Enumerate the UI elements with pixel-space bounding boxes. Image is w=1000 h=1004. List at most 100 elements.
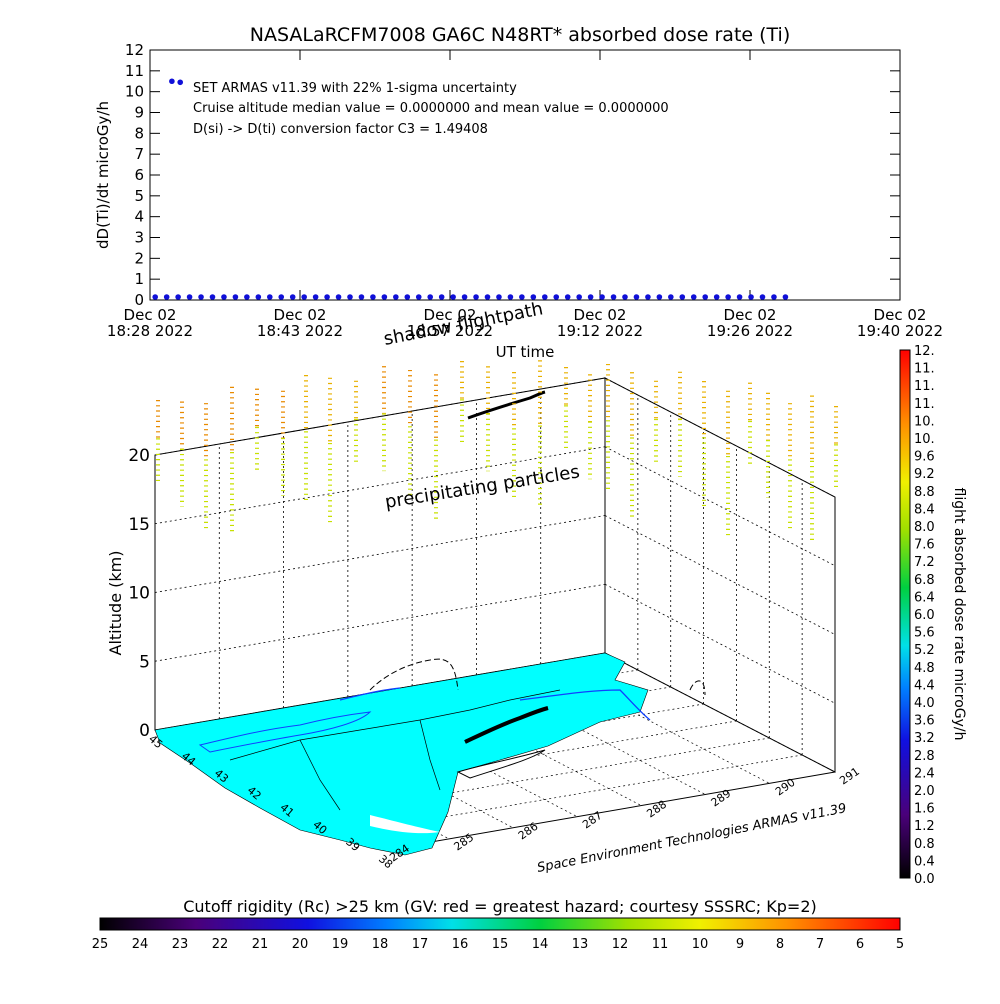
x-tick-time: 18:28 2022	[107, 322, 193, 340]
dose-colorbar-tick: 3.6	[914, 714, 935, 729]
dose-rate-point	[335, 294, 342, 300]
chesapeake-coast	[370, 815, 440, 834]
land-mass	[154, 652, 649, 856]
rigidity-colorbar-tick: 24	[132, 937, 149, 952]
dose-rate-point	[610, 294, 617, 300]
rigidity-colorbar-tick: 13	[572, 937, 589, 952]
dose-colorbar-tick: 4.8	[914, 661, 935, 676]
dashed-boundary	[369, 658, 706, 696]
dose-rate-point	[186, 294, 193, 300]
rigidity-colorbar-ticks: 25 24 23 22 21 20 19 18 17 16 15 14 13 12 11 10 9 8 7 6 5	[92, 937, 904, 952]
dose-colorbar-tick: 9.6	[914, 450, 935, 465]
right-wall-gridline	[604, 583, 836, 704]
dose-colorbar-tick: 0.0	[914, 872, 935, 887]
top-chart-title: NASALaRCFM7008 GA6C N48RT* absorbed dose…	[250, 24, 791, 46]
dose-rate-point	[668, 294, 674, 300]
floor-gridline-lon	[283, 707, 514, 829]
dose-rate-point	[415, 294, 422, 300]
rigidity-colorbar-tick: 15	[492, 937, 509, 952]
precipitating-particles-label: precipitating particles	[383, 461, 581, 513]
longitude-tick-label: 285	[452, 831, 477, 854]
ground-flight-path	[464, 706, 549, 744]
dose-rate-point	[255, 294, 262, 300]
dose-rate-series	[152, 78, 789, 300]
dose-rate-point	[221, 294, 227, 300]
y-tick-label: 9	[134, 104, 144, 122]
dose-rate-point	[370, 294, 376, 300]
x-tick-date: Dec 02	[124, 306, 177, 324]
annotation-conversion-factor: D(si) -> D(ti) conversion factor C3 = 1.…	[193, 122, 488, 137]
dose-rate-point	[748, 294, 754, 300]
rigidity-colorbar	[99, 917, 901, 931]
dose-rate-point	[702, 294, 709, 300]
right-wall-gridline	[604, 446, 836, 567]
state-borders	[229, 689, 561, 811]
dose-rate-point	[393, 294, 399, 300]
floor-gridline-lon	[476, 674, 707, 796]
y-tick-label: 4	[134, 208, 144, 226]
map-floor	[154, 652, 706, 856]
dose-rate-point	[759, 294, 766, 300]
annotation-cruise-altitude: Cruise altitude median value = 0.0000000…	[193, 101, 669, 116]
dose-rate-point	[473, 294, 479, 300]
rigidity-colorbar-tick: 9	[736, 937, 744, 952]
y-tick-label: 1	[134, 270, 144, 288]
y-tick-label: 5	[134, 187, 144, 205]
dose-rate-point	[496, 294, 502, 300]
credit-label: Space Environment Technologies ARMAS v11…	[536, 801, 848, 876]
x-tick-date: Dec 02	[874, 306, 927, 324]
rigidity-colorbar-tick: 16	[452, 937, 469, 952]
rigidity-colorbar-tick: 19	[332, 937, 349, 952]
right-wall-gridline	[604, 652, 836, 773]
dose-rate-point	[736, 294, 743, 300]
dose-colorbar-tick: 5.2	[914, 643, 935, 658]
z-tick-label: 20	[128, 446, 150, 466]
left-wall-gridline	[154, 377, 606, 456]
y-tick-label: 2	[134, 249, 144, 267]
rigidity-colorbar-tick: 21	[252, 937, 269, 952]
top-annotations: SET ARMAS v11.39 with 22% 1-sigma uncert…	[193, 81, 669, 137]
rigidity-colorbar-tick: 20	[292, 937, 309, 952]
dose-rate-point	[576, 294, 582, 300]
longitude-tick-label: 286	[516, 820, 541, 843]
dose-rate-point	[599, 294, 605, 300]
x-tick-date: Dec 02	[274, 306, 327, 324]
x-tick-date: Dec 02	[724, 306, 777, 324]
dose-rate-point	[587, 294, 594, 300]
x-tick-date: Dec 02	[574, 306, 627, 324]
dose-rate-point	[198, 294, 204, 300]
dose-rate-point	[381, 294, 388, 300]
floor-gridline-lon	[540, 663, 771, 785]
dose-colorbar-tick: 8.4	[914, 502, 935, 517]
dose-colorbar-tick: 2.8	[914, 749, 935, 764]
floor-gridline-lon	[347, 696, 579, 818]
dose-rate-point	[530, 294, 537, 300]
dose-rate-point	[564, 294, 571, 300]
rigidity-colorbar-tick: 12	[612, 937, 629, 952]
dose-rate-point	[541, 294, 548, 300]
z-tick-label: 0	[139, 721, 150, 741]
dose-rate-point	[461, 294, 468, 300]
dose-colorbar-tick: 4.0	[914, 696, 935, 711]
right-wall-gridline	[604, 377, 836, 498]
dose-colorbar-tick: 10.	[914, 432, 935, 447]
dose-rate-point	[169, 78, 175, 85]
dose-rate-point	[301, 294, 307, 300]
dose-rate-point	[656, 294, 663, 300]
dose-colorbar-tick: 8.8	[914, 485, 935, 500]
dose-colorbar	[899, 349, 911, 879]
rigidity-colorbar-tick: 11	[652, 937, 669, 952]
dose-colorbar-tick: 1.6	[914, 802, 935, 817]
dose-rate-point	[633, 294, 640, 300]
y-tick-label: 6	[134, 166, 144, 184]
dose-colorbar-tick: 6.8	[914, 573, 935, 588]
shadow-flight-path	[467, 390, 546, 420]
right-wall-gridline	[604, 515, 836, 635]
y-tick-label: 0	[134, 291, 144, 309]
floor-gridline-lon	[411, 685, 643, 807]
dose-rate-point	[553, 294, 560, 300]
